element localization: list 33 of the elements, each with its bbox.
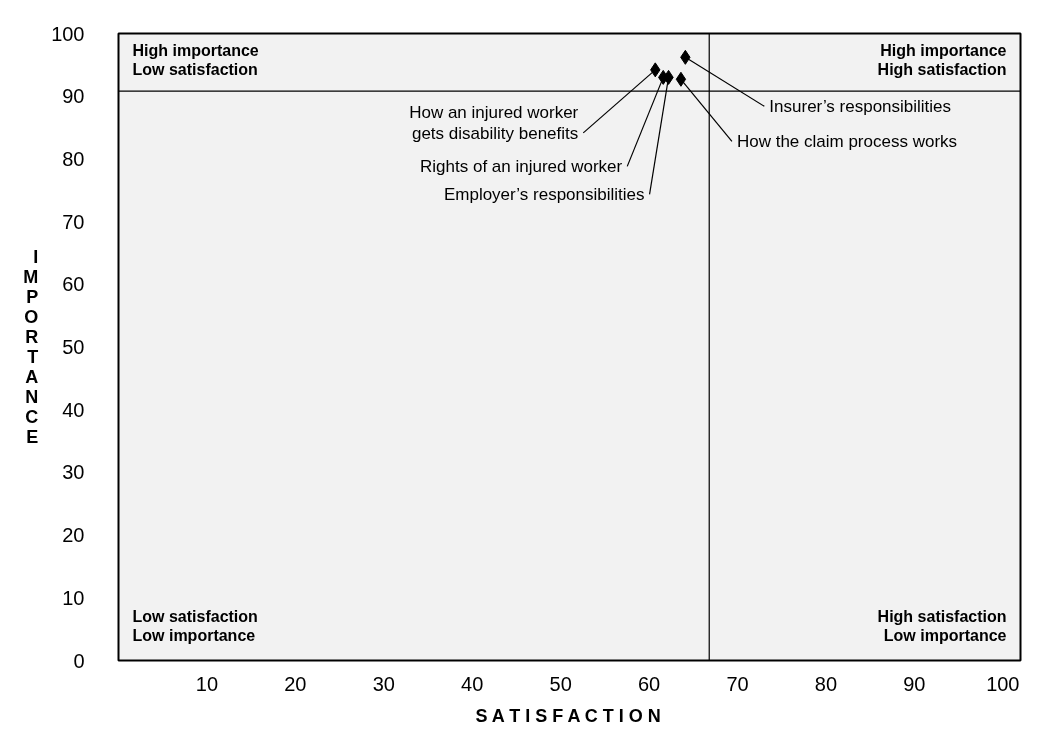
x-tick-label: 10 xyxy=(195,672,219,695)
x-tick-label: 80 xyxy=(814,672,838,695)
annotation: How an injured worker gets disability benefits xyxy=(409,102,579,143)
y-tick-label: 20 xyxy=(62,524,85,547)
annotation: High importance Low satisfaction xyxy=(132,41,259,79)
y-tick-label: 30 xyxy=(62,461,85,484)
text: IMPORTANCE xyxy=(23,247,39,447)
x-axis-title: S A T I S F A C T I O N xyxy=(475,705,661,726)
x-tick-label: 40 xyxy=(461,672,484,695)
x-tick-label: 50 xyxy=(549,672,572,695)
x-tick-label: 90 xyxy=(903,672,926,695)
y-tick-label: 10 xyxy=(62,586,85,609)
y-tick-label: 0 xyxy=(73,649,85,672)
annotation: Employer’s responsibilities xyxy=(443,185,645,205)
x-tick-label: 30 xyxy=(372,672,395,695)
annotation: How the claim process works xyxy=(736,132,958,152)
y-tick-label: 90 xyxy=(62,85,85,108)
x-tick-label: 60 xyxy=(637,672,661,695)
y-tick-label: 60 xyxy=(62,273,85,296)
point xyxy=(675,71,687,87)
y-tick-label: 70 xyxy=(62,210,85,233)
x-tick-label: 70 xyxy=(726,672,749,695)
annotation: High importance High satisfaction xyxy=(877,41,1007,79)
x-tick-label: 100 xyxy=(986,672,1020,695)
annotation: Low satisfaction Low importance xyxy=(132,607,258,645)
x-tick-label: 20 xyxy=(284,672,307,695)
y-tick-label: 100 xyxy=(51,22,85,45)
annotation: Insurer’s responsibilities xyxy=(769,97,952,117)
annotation: Rights of an injured worker xyxy=(420,157,623,177)
annotation: High satisfaction Low importance xyxy=(877,607,1007,645)
y-tick-label: 50 xyxy=(62,336,85,358)
y-tick-label: 80 xyxy=(62,147,85,170)
y-tick-label: 40 xyxy=(62,398,85,421)
